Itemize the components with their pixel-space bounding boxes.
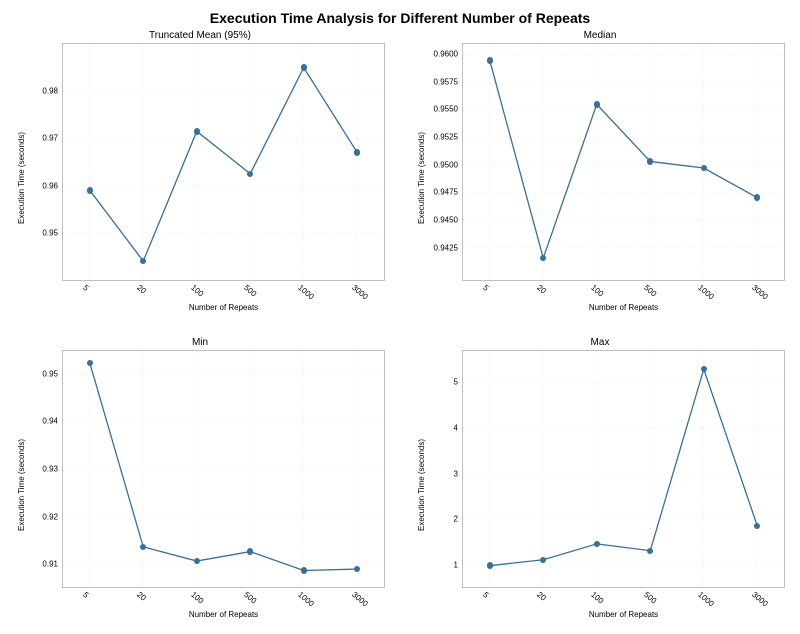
- x-tick: 100: [189, 283, 205, 298]
- data-marker: [87, 360, 93, 366]
- x-tick: 100: [189, 590, 205, 605]
- x-tick: 20: [135, 590, 148, 603]
- panel-title: Truncated Mean (95%): [15, 30, 385, 41]
- y-tick: 0.92: [42, 512, 58, 521]
- y-tick: 0.9525: [434, 133, 458, 142]
- x-axis-label: Number of Repeats: [462, 303, 785, 312]
- x-tick: 20: [535, 283, 548, 296]
- figure-suptitle: Execution Time Analysis for Different Nu…: [15, 10, 785, 26]
- data-series-line: [90, 68, 358, 262]
- data-marker: [487, 562, 493, 568]
- y-axis-label: Execution Time (seconds): [15, 43, 28, 312]
- panel-title: Median: [415, 30, 785, 41]
- x-tick: 5: [481, 283, 490, 293]
- y-tick: 1: [454, 561, 458, 570]
- y-tick-labels: 1 2 3 4 5: [428, 350, 462, 588]
- x-axis-label: Number of Repeats: [62, 303, 385, 312]
- data-marker: [301, 64, 307, 70]
- data-marker: [487, 57, 493, 63]
- plot-axes: [462, 350, 785, 588]
- y-tick: 0.9450: [434, 216, 458, 225]
- x-axis-label: Number of Repeats: [62, 610, 385, 619]
- figure: Execution Time Analysis for Different Nu…: [15, 10, 785, 619]
- data-series-line: [90, 363, 358, 571]
- y-tick-labels: 0.95 0.96 0.97 0.98: [28, 43, 62, 281]
- x-tick: 1000: [696, 590, 715, 608]
- y-tick: 0.97: [42, 134, 58, 143]
- y-tick: 3: [454, 469, 458, 478]
- data-marker: [194, 128, 200, 134]
- y-tick: 4: [454, 423, 458, 432]
- data-marker: [87, 187, 93, 193]
- y-tick: 0.98: [42, 86, 58, 95]
- subplot-panel: MinExecution Time (seconds)0.910.920.930…: [15, 337, 385, 619]
- x-tick: 1000: [296, 590, 315, 608]
- x-tick-labels: 5 20 100 500 1000 3000: [62, 588, 385, 610]
- y-tick: 0.96: [42, 181, 58, 190]
- y-tick: 0.93: [42, 465, 58, 474]
- x-tick: 1000: [696, 283, 715, 301]
- y-tick-labels: 0.9425 0.9450 0.9475 0.9500 0.9525 0.9550 0.95…: [428, 43, 462, 281]
- y-axis-label: Execution Time (seconds): [415, 43, 428, 312]
- y-tick: 0.91: [42, 560, 58, 569]
- panel-title: Max: [415, 337, 785, 348]
- y-tick: 0.9475: [434, 188, 458, 197]
- subplot-grid: Truncated Mean (95%) Execution Time (seco…: [15, 30, 785, 619]
- y-axis-label: Execution Time (seconds): [415, 350, 428, 619]
- y-tick: 0.9500: [434, 160, 458, 169]
- x-tick-labels: 5 20 100 500 1000 3000: [62, 281, 385, 303]
- y-tick: 0.9425: [434, 243, 458, 252]
- x-tick: 3000: [350, 283, 369, 301]
- data-marker: [594, 101, 600, 107]
- plot-axes: [62, 350, 385, 588]
- x-tick: 20: [535, 590, 548, 603]
- data-series-line: [490, 60, 758, 258]
- panel-title: Min: [15, 337, 385, 348]
- x-tick: 500: [643, 590, 659, 605]
- plot-axes: [462, 43, 785, 281]
- x-tick: 500: [243, 590, 259, 605]
- x-tick: 3000: [750, 590, 769, 608]
- x-tick: 1000: [296, 283, 315, 301]
- y-tick: 0.9575: [434, 77, 458, 86]
- x-tick: 500: [643, 283, 659, 298]
- data-marker: [301, 567, 307, 573]
- x-tick: 100: [589, 283, 605, 298]
- subplot-panel: Max Execution Time (seconds) 1 2 3 4 5 5 20 100 50…: [415, 337, 785, 619]
- y-axis-label: Execution Time (seconds): [15, 350, 28, 619]
- x-tick: 20: [135, 283, 148, 296]
- x-tick: 3000: [750, 283, 769, 301]
- y-tick: 0.9600: [434, 50, 458, 59]
- data-marker: [647, 158, 653, 164]
- x-tick: 500: [243, 283, 259, 298]
- x-tick: 3000: [350, 590, 369, 608]
- x-tick-labels: 5 20 100 500 1000 3000: [462, 588, 785, 610]
- subplot-panel: Truncated Mean (95%) Execution Time (seco…: [15, 30, 385, 312]
- y-tick: 0.94: [42, 417, 58, 426]
- y-tick-labels: 0.91 0.92 0.93 0.94 0.95: [28, 350, 62, 588]
- y-tick: 5: [454, 378, 458, 387]
- x-tick-labels: 5 20 100 500 1000 3000: [462, 281, 785, 303]
- y-tick: 2: [454, 515, 458, 524]
- subplot-panel: MedianExecution Time (seconds)0.94250.94…: [415, 30, 785, 312]
- x-tick: 100: [589, 590, 605, 605]
- plot-axes: [62, 43, 385, 281]
- y-tick: 0.95: [42, 229, 58, 238]
- x-tick: 5: [481, 590, 490, 600]
- data-series-line: [490, 369, 758, 566]
- x-tick: 5: [81, 590, 90, 600]
- y-tick: 0.9550: [434, 105, 458, 114]
- x-tick: 5: [81, 283, 90, 293]
- y-tick: 0.95: [42, 369, 58, 378]
- x-axis-label: Number of Repeats: [462, 610, 785, 619]
- data-marker: [594, 541, 600, 547]
